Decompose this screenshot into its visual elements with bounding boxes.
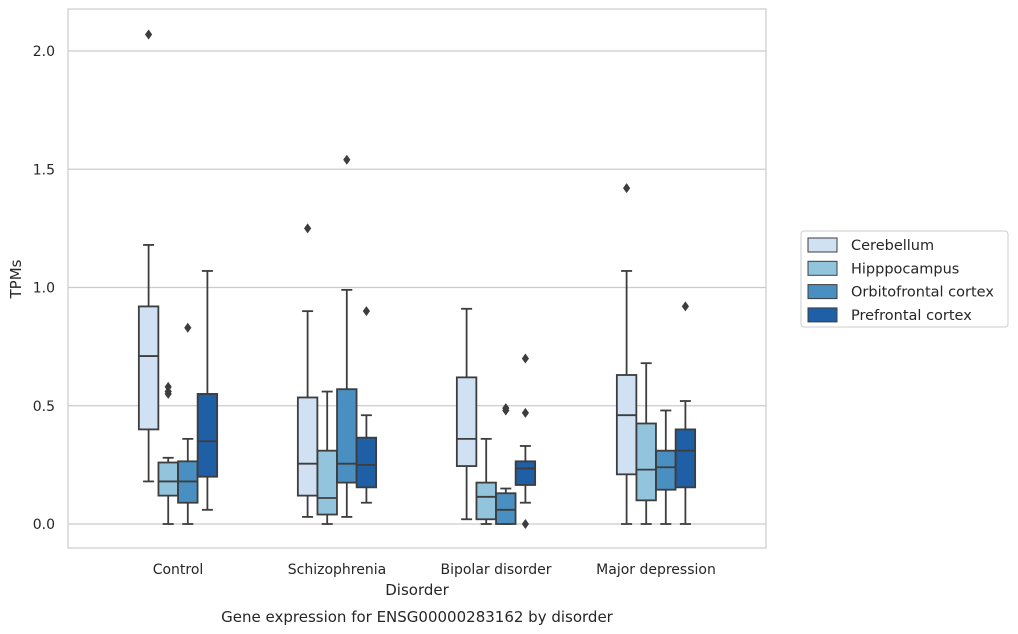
box-iqr	[615, 374, 638, 476]
x-tick-label: Schizophrenia	[288, 562, 386, 578]
series-cerebellum	[137, 29, 638, 525]
box-iqr	[316, 449, 338, 516]
outlier-point	[164, 381, 172, 392]
series-prefrontal-cortex	[196, 270, 697, 529]
box	[514, 353, 537, 529]
box	[355, 306, 378, 504]
x-tick-label: Bipolar disorder	[440, 562, 551, 578]
y-tick-label: 0.5	[33, 399, 55, 415]
series-orbitofrontal-cortex	[177, 154, 677, 525]
y-tick-labels: 0.0 0.5 1.0 1.5 2.0	[33, 44, 55, 533]
box	[495, 403, 517, 525]
box-iqr	[296, 396, 319, 497]
box-iqr	[475, 481, 497, 521]
box-iqr	[196, 393, 219, 478]
legend-label: Orbitofrontal cortex	[851, 285, 994, 301]
legend-frame	[800, 230, 1009, 328]
box-iqr	[137, 305, 160, 431]
box	[635, 362, 657, 525]
outlier-point	[304, 223, 312, 234]
y-axis-label: TPMs	[7, 259, 25, 299]
outlier-point	[502, 403, 510, 414]
box	[157, 381, 179, 525]
box-iqr	[495, 492, 517, 525]
box-iqr	[514, 460, 537, 486]
outlier-point	[521, 519, 529, 529]
legend-swatch	[807, 307, 838, 323]
x-tick-label: Major depression	[596, 562, 716, 578]
x-tick-labels: Control Schizophrenia Bipolar disorder Majo…	[153, 562, 716, 578]
y-tick-label: 2.0	[33, 44, 55, 60]
plot-area-frame	[67, 8, 767, 549]
x-tick-label: Control	[153, 562, 204, 578]
outlier-point	[184, 322, 192, 333]
outlier-point	[681, 301, 689, 312]
box	[455, 307, 478, 521]
legend-swatch	[807, 237, 838, 253]
box-iqr	[455, 376, 478, 467]
box	[196, 270, 219, 511]
legend: Cerebellum Hipppocampus Orbitofrontal cort…	[800, 230, 1009, 328]
legend-swatch	[807, 260, 838, 276]
legend-label: Hipppocampus	[851, 261, 959, 277]
legend-swatch	[807, 284, 838, 300]
box	[137, 29, 160, 483]
box	[177, 322, 199, 525]
outlier-point	[343, 154, 351, 165]
outlier-point	[521, 353, 529, 364]
box	[296, 223, 319, 518]
legend-label: Prefrontal cortex	[851, 308, 972, 324]
box	[615, 183, 638, 525]
box	[336, 154, 358, 518]
legend-label: Cerebellum	[851, 238, 934, 254]
box	[475, 437, 497, 525]
box	[674, 301, 697, 525]
box	[316, 390, 338, 525]
box-iqr	[355, 436, 378, 489]
box-series	[137, 29, 697, 529]
outlier-point	[362, 306, 370, 317]
chart-caption: Gene expression for ENSG00000283162 by d…	[221, 608, 614, 626]
box-iqr	[674, 428, 697, 489]
y-tick-label: 1.0	[33, 281, 55, 297]
box-iqr	[655, 449, 677, 491]
box-iqr	[336, 388, 358, 484]
outlier-point	[521, 407, 529, 418]
outlier-point	[145, 29, 153, 40]
box-iqr	[635, 422, 657, 502]
box-iqr	[157, 461, 179, 497]
box	[655, 409, 677, 525]
y-tick-label: 1.5	[33, 162, 55, 178]
outlier-point	[623, 183, 631, 194]
series-hipppocampus	[157, 362, 657, 525]
x-axis-label: Disorder	[385, 581, 449, 599]
y-tick-label: 0.0	[33, 517, 55, 533]
